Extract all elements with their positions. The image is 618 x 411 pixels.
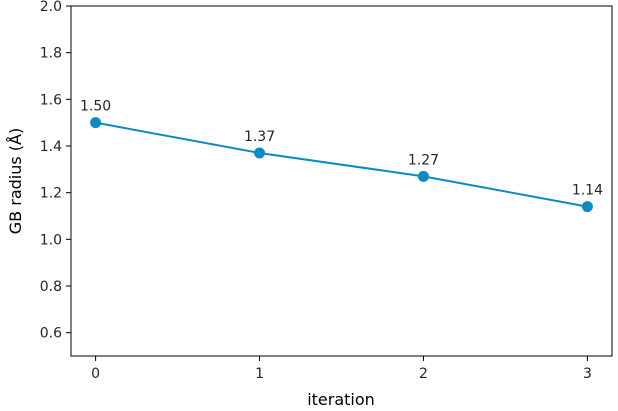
x-axis-label: iteration — [307, 390, 375, 409]
y-tick-label: 1.0 — [40, 232, 62, 248]
x-tick-label: 3 — [583, 366, 592, 382]
y-tick-label: 2.0 — [40, 0, 62, 15]
y-axis-ticks: 0.6 0.8 1.0 1.2 1.4 1.6 1.8 2.0 — [40, 0, 71, 342]
y-tick-label: 0.8 — [40, 279, 62, 295]
data-point — [254, 147, 266, 159]
y-tick-label: 1.6 — [40, 92, 62, 108]
data-label: 1.27 — [408, 152, 439, 168]
y-tick-label: 1.2 — [40, 186, 62, 202]
series-layer: 1.50 1.37 1.27 1.14 — [80, 99, 603, 213]
y-axis-label: GB radius (Å) — [6, 128, 25, 234]
series-line — [95, 121, 588, 208]
x-tick-label: 2 — [419, 366, 428, 382]
data-point — [417, 170, 429, 182]
data-point — [90, 117, 102, 129]
y-tick-label: 1.4 — [40, 139, 62, 155]
plot-frame — [70, 5, 613, 357]
x-tick-label: 0 — [91, 366, 100, 382]
y-tick-label: 1.8 — [40, 46, 62, 62]
data-label: 1.50 — [80, 99, 111, 115]
data-label: 1.37 — [244, 129, 275, 145]
y-tick-label: 0.6 — [40, 326, 62, 342]
data-label: 1.14 — [572, 183, 603, 199]
x-tick-label: 1 — [255, 366, 264, 382]
data-point — [581, 201, 593, 213]
x-axis-ticks: 0 1 2 3 — [91, 356, 592, 382]
